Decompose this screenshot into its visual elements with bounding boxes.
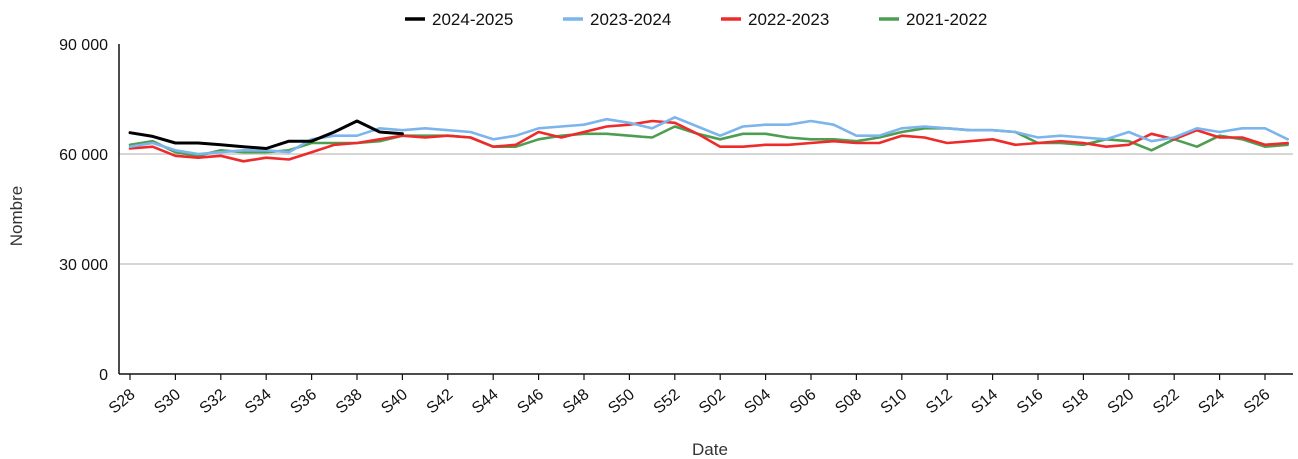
x-tick-label: S18 bbox=[1059, 386, 1092, 417]
x-tick-label: S12 bbox=[923, 386, 956, 417]
legend-label: 2023-2024 bbox=[590, 10, 671, 29]
y-tick-label: 0 bbox=[99, 367, 108, 384]
legend-item[interactable]: 2023-2024 bbox=[563, 10, 671, 29]
x-tick-label: S28 bbox=[106, 386, 139, 417]
x-tick-labels: S28 S30 S32 S34 S36 S38 S40 S42 S44 S46 S48 S50 S52 S… bbox=[106, 374, 1274, 417]
x-tick-label: S36 bbox=[287, 386, 320, 417]
y-tick-label: 30 000 bbox=[59, 257, 108, 274]
series-line-2021-2022 bbox=[128, 125, 1289, 158]
series-line-2024-2025 bbox=[128, 119, 404, 150]
x-tick-label: S52 bbox=[651, 386, 684, 417]
x-tick-label: S16 bbox=[1014, 386, 1047, 417]
y-axis-title: Nombre bbox=[7, 186, 26, 246]
legend-item[interactable]: 2024-2025 bbox=[405, 10, 513, 29]
x-tick-label: S10 bbox=[878, 386, 911, 417]
x-tick-label: S04 bbox=[741, 386, 774, 417]
x-tick-label: S32 bbox=[197, 386, 230, 417]
x-tick-label: S02 bbox=[696, 386, 729, 417]
x-tick-label: S08 bbox=[832, 386, 865, 417]
x-tick-label: S48 bbox=[560, 386, 593, 417]
legend-label: 2024-2025 bbox=[432, 10, 513, 29]
series-line-2022-2023 bbox=[128, 119, 1289, 163]
series-lines bbox=[128, 116, 1289, 163]
x-tick-label: S44 bbox=[469, 386, 502, 417]
axes bbox=[118, 44, 1293, 375]
legend-label: 2021-2022 bbox=[906, 10, 987, 29]
y-tick-labels: 0 30 000 60 000 90 000 bbox=[59, 37, 108, 384]
legend-item[interactable]: 2022-2023 bbox=[721, 10, 829, 29]
x-tick-label: S38 bbox=[333, 386, 366, 417]
legend-label: 2022-2023 bbox=[748, 10, 829, 29]
x-tick-label: S42 bbox=[424, 386, 457, 417]
x-tick-label: S06 bbox=[787, 386, 820, 417]
x-axis-title: Date bbox=[692, 440, 728, 459]
x-tick-label: S50 bbox=[605, 386, 638, 417]
legend: 2024-2025 2023-2024 2022-2023 2021-2022 bbox=[405, 10, 987, 29]
x-tick-label: S26 bbox=[1241, 386, 1274, 417]
x-tick-label: S14 bbox=[968, 386, 1001, 417]
y-tick-label: 90 000 bbox=[59, 37, 108, 54]
y-tick-label: 60 000 bbox=[59, 147, 108, 164]
x-tick-label: S34 bbox=[242, 386, 275, 417]
x-tick-label: S22 bbox=[1150, 386, 1183, 417]
x-tick-label: S20 bbox=[1105, 386, 1138, 417]
legend-item[interactable]: 2021-2022 bbox=[879, 10, 987, 29]
x-tick-label: S30 bbox=[151, 386, 184, 417]
x-tick-label: S46 bbox=[514, 386, 547, 417]
x-tick-label: S24 bbox=[1195, 386, 1228, 417]
gridlines bbox=[119, 153, 1293, 265]
x-tick-label: S40 bbox=[378, 386, 411, 417]
